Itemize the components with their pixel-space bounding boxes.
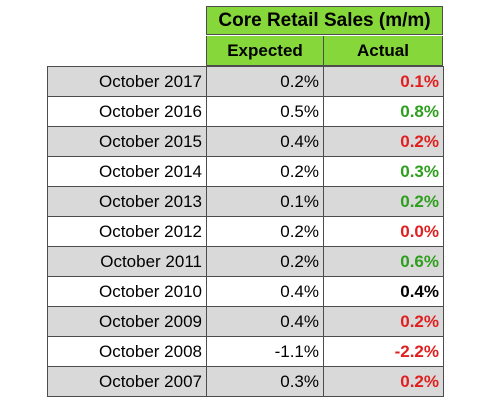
expected-cell: 0.2% bbox=[206, 156, 324, 187]
table-row: October 2014 0.2% 0.3% bbox=[47, 156, 444, 187]
expected-cell: 0.1% bbox=[206, 186, 324, 217]
table-row: October 2008 -1.1% -2.2% bbox=[47, 336, 444, 367]
period-cell: October 2017 bbox=[47, 66, 207, 97]
expected-cell: 0.5% bbox=[206, 96, 324, 127]
expected-cell: 0.4% bbox=[206, 306, 324, 337]
actual-cell: 0.1% bbox=[323, 66, 444, 97]
actual-cell: 0.3% bbox=[323, 156, 444, 187]
table-row: October 2016 0.5% 0.8% bbox=[47, 96, 444, 127]
period-cell: October 2008 bbox=[47, 336, 207, 367]
actual-column-header: Actual bbox=[323, 36, 443, 66]
period-cell: October 2007 bbox=[47, 366, 207, 397]
period-cell: October 2012 bbox=[47, 216, 207, 247]
actual-cell: 0.2% bbox=[323, 306, 444, 337]
actual-cell: 0.2% bbox=[323, 366, 444, 397]
period-cell: October 2010 bbox=[47, 276, 207, 307]
table-row: October 2010 0.4% 0.4% bbox=[47, 276, 444, 307]
expected-cell: -1.1% bbox=[206, 336, 324, 367]
actual-cell: 0.8% bbox=[323, 96, 444, 127]
header-row: Expected Actual bbox=[47, 36, 443, 66]
actual-cell: 0.6% bbox=[323, 246, 444, 277]
period-cell: October 2015 bbox=[47, 126, 207, 157]
table-row: October 2017 0.2% 0.1% bbox=[47, 66, 444, 97]
expected-cell: 0.2% bbox=[206, 246, 324, 277]
actual-cell: 0.4% bbox=[323, 276, 444, 307]
data-table: October 2017 0.2% 0.1% October 2016 0.5%… bbox=[47, 66, 444, 397]
actual-cell: 0.2% bbox=[323, 186, 444, 217]
expected-cell: 0.4% bbox=[206, 126, 324, 157]
table-row: October 2013 0.1% 0.2% bbox=[47, 186, 444, 217]
period-cell: October 2013 bbox=[47, 186, 207, 217]
title-row: Core Retail Sales (m/m) bbox=[47, 6, 443, 36]
actual-cell: 0.0% bbox=[323, 216, 444, 247]
period-cell: October 2016 bbox=[47, 96, 207, 127]
expected-cell: 0.2% bbox=[206, 216, 324, 247]
table-title: Core Retail Sales (m/m) bbox=[206, 6, 443, 35]
actual-cell: 0.2% bbox=[323, 126, 444, 157]
expected-cell: 0.2% bbox=[206, 66, 324, 97]
table-row: October 2011 0.2% 0.6% bbox=[47, 246, 444, 277]
period-cell: October 2009 bbox=[47, 306, 207, 337]
table-row: October 2007 0.3% 0.2% bbox=[47, 366, 444, 397]
actual-cell: -2.2% bbox=[323, 336, 444, 367]
period-cell: October 2011 bbox=[47, 246, 207, 277]
retail-sales-table: Core Retail Sales (m/m) Expected Actual … bbox=[47, 6, 444, 397]
table-row: October 2015 0.4% 0.2% bbox=[47, 126, 444, 157]
table-row: October 2009 0.4% 0.2% bbox=[47, 306, 444, 337]
expected-cell: 0.3% bbox=[206, 366, 324, 397]
expected-cell: 0.4% bbox=[206, 276, 324, 307]
expected-column-header: Expected bbox=[206, 36, 324, 66]
period-cell: October 2014 bbox=[47, 156, 207, 187]
table-row: October 2012 0.2% 0.0% bbox=[47, 216, 444, 247]
